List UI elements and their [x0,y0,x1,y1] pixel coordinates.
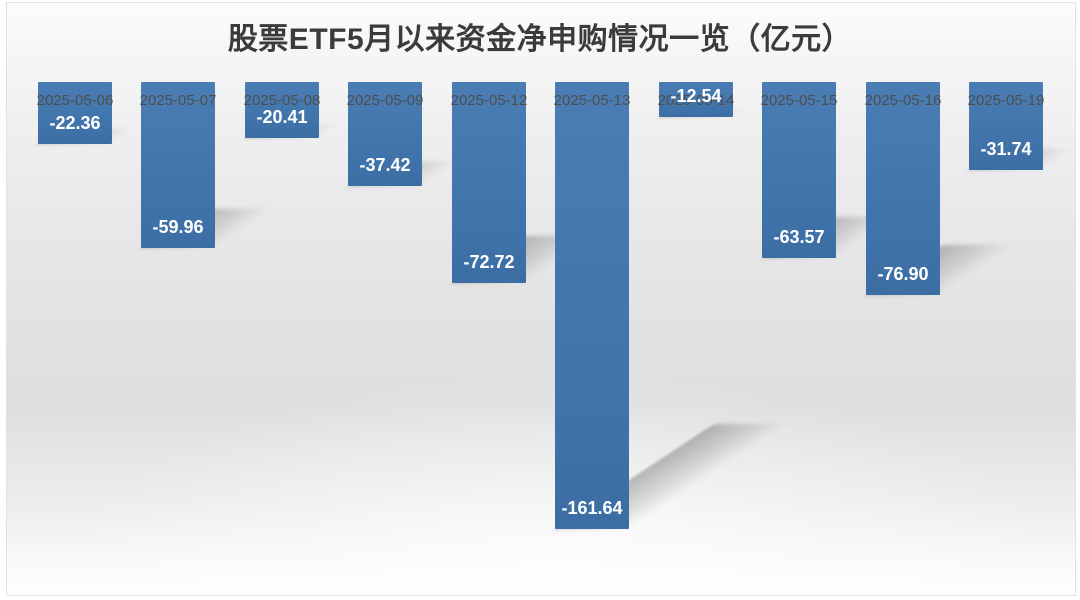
bar [245,82,319,138]
value-label: -22.36 [49,113,101,133]
category-label: 2025-05-13 [553,92,631,109]
category-label: 2025-05-09 [346,92,424,109]
category-label: 2025-05-12 [450,92,528,109]
category-label: 2025-05-14 [657,92,735,109]
bar [555,82,629,529]
category-label: 2025-05-16 [864,92,942,109]
value-label: -161.64 [561,498,623,518]
bar [762,82,836,258]
bar [348,82,422,186]
value-label: -59.96 [152,217,204,237]
bar [452,82,526,283]
value-label: -76.90 [877,264,929,284]
bar [969,82,1043,170]
bar [659,82,733,117]
bar [38,82,112,144]
chart-title: 股票ETF5月以来资金净申购情况一览（亿元） [227,23,853,56]
bar [141,82,215,248]
category-label: 2025-05-07 [139,92,217,109]
value-label: -37.42 [359,155,411,175]
category-label: 2025-05-06 [36,92,114,109]
value-label: -12.54 [670,86,722,106]
category-label: 2025-05-15 [760,92,838,109]
value-label: -63.57 [773,227,825,247]
value-label: -72.72 [463,252,515,272]
value-label: -20.41 [256,107,308,127]
value-label: -31.74 [980,139,1032,159]
bar [866,82,940,295]
category-label: 2025-05-19 [967,92,1045,109]
category-label: 2025-05-08 [243,92,321,109]
